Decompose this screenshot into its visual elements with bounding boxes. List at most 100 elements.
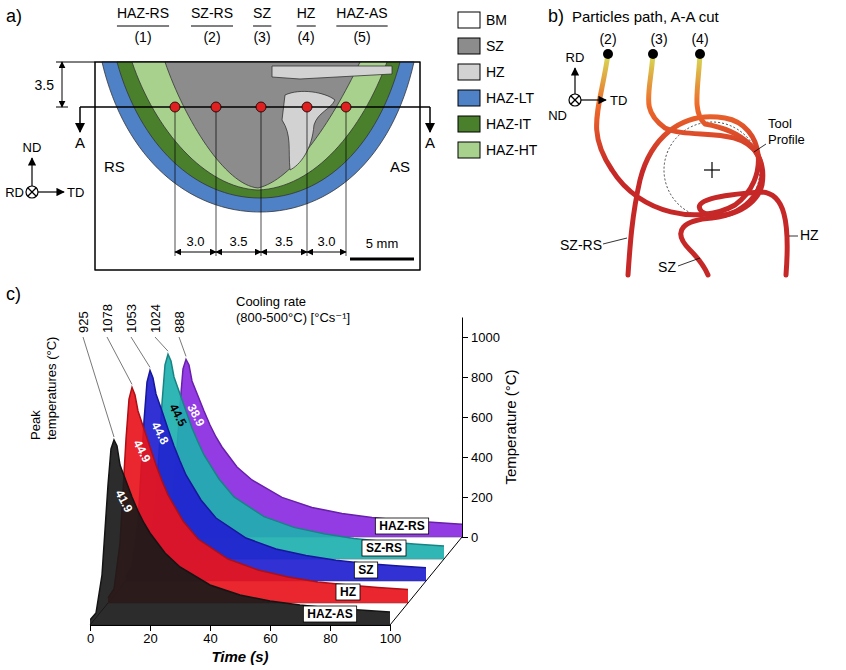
axis: 020406080100 [87,625,401,646]
cooling-rate-label: 41.9 [112,488,135,515]
zone-haz-lt [102,62,414,212]
tick: 80 [323,625,337,646]
point-label: HAZ-RS [117,5,169,21]
tick-mark [462,497,468,498]
dimension-line [261,252,307,253]
orientation-label: TD [67,185,84,200]
tick: 600 [462,410,493,425]
orientation-arrow [574,68,575,94]
label-leader [603,238,627,244]
series-label: SZ-RS [362,540,406,556]
tick-mark [462,537,468,538]
series-label: HZ [336,584,360,600]
dimension-guide [216,107,217,256]
zone-hz [272,66,392,79]
tick: 1000 [462,330,500,345]
orientation-label: RD [5,185,24,200]
peak-annotation: temperatures (°C) [44,337,59,440]
legend-swatch [458,38,480,54]
dimension-guide [175,107,176,256]
zone-haz-ht [132,62,387,190]
point-number: (3) [253,29,270,45]
cooling-rate-label: 38.9 [184,402,207,429]
peak-leader [179,337,186,356]
tick: 40 [203,625,217,646]
rate-annotation: Cooling rate [236,294,306,309]
point-number: (1) [134,29,151,45]
dimension-guide [261,107,262,256]
panel-a: a)HAZ-RS(1)SZ-RS(2)SZ(3)HZ(4)HAZ-AS(5)AA… [5,5,538,270]
point-number: (4) [297,29,314,45]
side-label: RS [104,158,125,175]
axis-symbol [571,96,579,104]
label-rule [253,26,271,27]
series-label: SZ [354,562,377,578]
point-label: SZ [253,5,271,21]
series-area [90,440,390,625]
cut-arrow [79,107,81,132]
peak-label: 888 [172,311,187,333]
label-rule [191,26,233,27]
panel-c: c)020406080100Time (s)02004006008001000T… [6,284,519,665]
label-leader [678,258,700,266]
legend-swatch [458,116,480,132]
legend-label: HAZ-HT [486,142,538,158]
scale-bar-label: 5 mm [366,236,399,251]
axis-symbol [28,188,36,196]
orientation-arrow [38,191,64,192]
peak-leader [83,337,114,437]
path-label: SZ [658,259,676,275]
tick: 400 [462,450,493,465]
orientation-arrow [31,158,32,186]
series-line [90,440,390,620]
point-number: (2) [203,29,220,45]
tick-mark [462,417,468,418]
particle-start [648,49,658,59]
tick-label: 200 [471,490,493,505]
cut-label: A [425,134,435,151]
path-label: HZ [800,227,819,243]
label-leader [789,236,798,237]
dimension-guide [346,107,347,256]
legend-swatch [458,64,480,80]
series-label-box [354,562,377,578]
tick-label: 60 [263,631,277,646]
orientation-label: RD [566,50,585,65]
panel-title: Particles path, A-A cut [572,8,720,25]
dimension-guide [307,107,308,256]
dimension-label: 3.0 [186,234,204,249]
tick-mark [210,625,211,631]
dimension-line [216,252,261,253]
tick: 0 [462,530,478,545]
tick-mark [462,377,468,378]
peak-leader [131,337,150,367]
axis-title: Temperature (°C) [502,369,519,484]
tick-label: 400 [471,450,493,465]
legend-label: HAZ-LT [486,90,534,106]
tick-label: 1000 [471,330,500,345]
scale-bar [350,258,414,261]
series-label-box [375,518,428,534]
legend-label: SZ [486,38,504,54]
tick-label: 100 [380,631,402,646]
tool-center [711,162,712,178]
tick: 0 [87,625,94,646]
legend-label: BM [486,12,507,28]
point-number: (5) [353,29,370,45]
tick-label: 40 [203,631,217,646]
tool-label-line: Tool [768,116,792,131]
cut-label: A [75,134,85,151]
path-label: SZ-RS [560,237,602,253]
peak-leader [107,337,132,384]
zone-bm [95,62,420,270]
dimension-label: 3.5 [35,77,55,93]
tick: 60 [263,625,277,646]
tool-label: ToolProfile [768,116,805,147]
path-number: (3) [650,31,667,47]
tool-label-line: Profile [768,132,805,147]
tick-label: 80 [323,631,337,646]
legend-swatch [458,142,480,158]
cooling-rate-label: 44.9 [130,438,153,465]
label-rule [336,26,387,27]
particle-path [597,54,759,275]
